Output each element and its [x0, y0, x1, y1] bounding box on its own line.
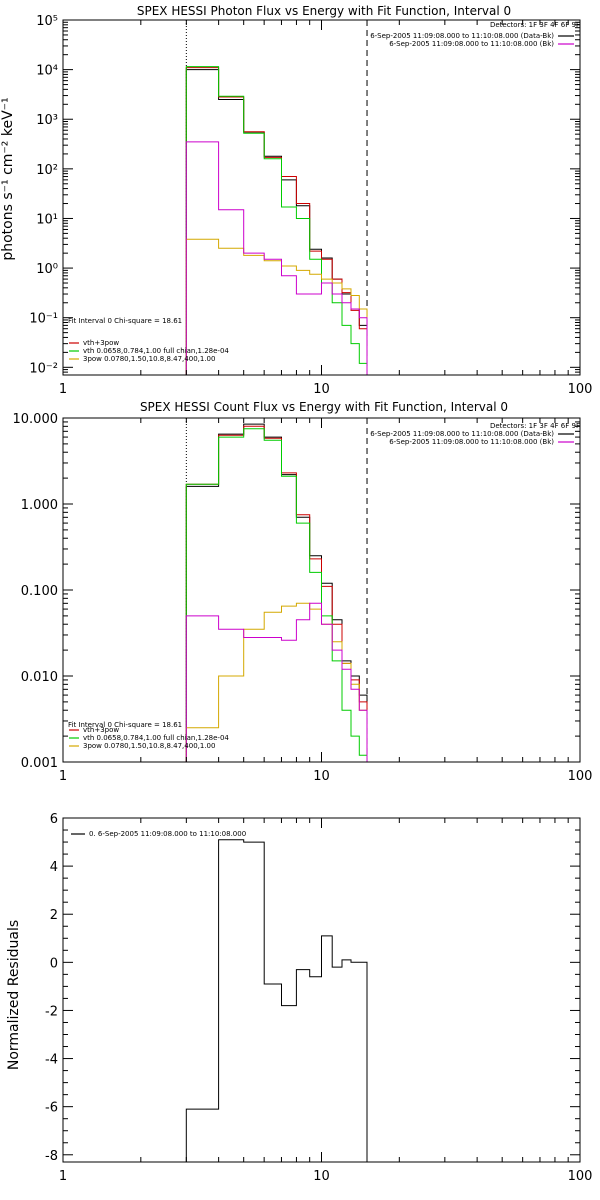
legend-entry: vth+3pow	[83, 339, 119, 347]
series-vth	[185, 66, 368, 375]
legend-entry: vth+3pow	[83, 726, 119, 734]
x-tick-label: 10	[313, 1169, 330, 1184]
legend-entry: 6-Sep-2005 11:09:08.000 to 11:10:08.000 …	[389, 40, 554, 48]
x-tick-label: 100	[568, 382, 593, 397]
series-vth	[185, 428, 368, 762]
y-axis-label: photons s⁻¹ cm⁻² keV⁻¹	[0, 97, 16, 260]
legend-entry: 6-Sep-2005 11:09:08.000 to 11:10:08.000 …	[370, 430, 554, 438]
photon-flux-panel: SPEX HESSI Photon Flux vs Energy with Fi…	[0, 4, 592, 397]
y-tick-label: 0	[50, 956, 58, 971]
series-vth-3pow	[185, 67, 368, 375]
legend-entry: 0. 6-Sep-2005 11:09:08.000 to 11:10:08.0…	[89, 830, 246, 838]
y-tick-label: -2	[45, 1004, 58, 1019]
series-data-bk	[185, 423, 368, 762]
legend-entry: vth 0.0658,0.784,1.00 full chian,1.28e-0…	[83, 347, 229, 355]
y-tick-label: 10⁰	[36, 262, 58, 277]
series-bk	[185, 141, 368, 375]
y-tick-label: 4	[50, 860, 58, 875]
y-axis-label: Normalized Residuals	[6, 920, 22, 1070]
x-tick-label: 100	[568, 769, 593, 784]
fit-header: Fit Interval 0 Chi-square = 18.61	[68, 317, 182, 325]
y-tick-label: 10⁵	[36, 14, 58, 29]
count-flux-panel: SPEX HESSI Count Flux vs Energy with Fit…	[13, 400, 593, 784]
legend-entry: 6-Sep-2005 11:09:08.000 to 11:10:08.000 …	[389, 438, 554, 446]
x-tick-label: 10	[313, 769, 330, 784]
y-tick-label: -4	[45, 1053, 58, 1068]
y-tick-label: 10⁴	[36, 64, 58, 79]
x-tick-label: 10	[313, 382, 330, 397]
y-tick-label: 10¹	[36, 212, 58, 227]
series-data-bk	[185, 69, 368, 375]
y-tick-label: 10²	[36, 163, 58, 178]
legend-entry: 3pow 0.0780,1.50,10.8,8.47,400,1.00	[83, 742, 215, 750]
y-tick-label: 0.010	[21, 670, 58, 685]
chart-title: SPEX HESSI Photon Flux vs Energy with Fi…	[137, 4, 511, 18]
plot-frame	[62, 817, 581, 1163]
series-0-6-sep-2005-11-09-08-000-to-11-10-08-000	[185, 839, 368, 1162]
series-vth-3pow	[185, 425, 368, 762]
y-tick-label: 6	[50, 812, 58, 827]
legend-entry: 6-Sep-2005 11:09:08.000 to 11:10:08.000 …	[370, 32, 554, 40]
detectors-label: Detectors: 1F 3F 4F 6F 9F	[490, 21, 580, 29]
y-tick-label: 10⁻¹	[29, 312, 58, 327]
y-tick-label: 0.001	[21, 756, 58, 771]
series-bk	[185, 602, 368, 762]
x-tick-label: 1	[59, 769, 67, 784]
y-tick-label: 10³	[36, 113, 58, 128]
y-tick-label: 10.000	[13, 412, 59, 427]
y-tick-label: -6	[45, 1101, 58, 1116]
legend-entry: 3pow 0.0780,1.50,10.8,8.47,400,1.00	[83, 355, 215, 363]
x-tick-label: 1	[59, 382, 67, 397]
y-tick-label: 2	[50, 908, 58, 923]
residuals-panel: Normalized Residuals 1 10 100 -8 -6 -4 -2 0 2 4 6 0…	[6, 812, 592, 1184]
y-tick-label: 10⁻²	[29, 361, 58, 376]
chart-title: SPEX HESSI Count Flux vs Energy with Fit…	[140, 400, 508, 414]
x-tick-label: 1	[59, 1169, 67, 1184]
y-tick-label: 0.100	[21, 584, 58, 599]
y-tick-label: 1.000	[21, 498, 58, 513]
x-tick-label: 100	[568, 1169, 593, 1184]
legend-entry: vth 0.0658,0.784,1.00 full chian,1.28e-0…	[83, 734, 229, 742]
fit-header: Fit Interval 0 Chi-square = 18.61	[68, 721, 182, 729]
detectors-label: Detectors: 1F 3F 4F 6F 9F	[490, 422, 580, 430]
y-tick-label: -8	[45, 1149, 58, 1164]
